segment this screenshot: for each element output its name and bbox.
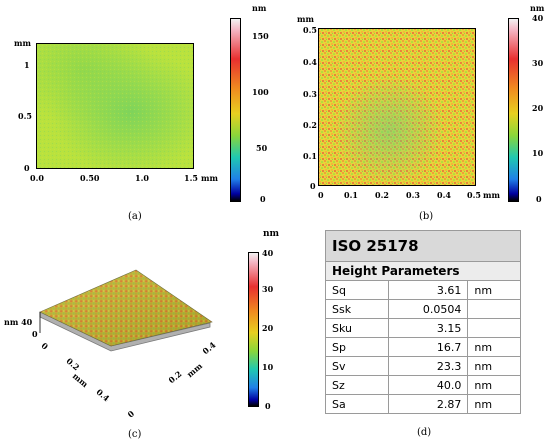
param-name: Sq	[325, 280, 389, 300]
panel-c-colorbar-tick: 10	[262, 362, 274, 372]
panel-d: ISO 25178 Height Parameters Sq 3.61 nm S…	[325, 230, 530, 438]
panel-a-x-tick: 0.50	[80, 173, 100, 183]
param-value: 3.15	[387, 318, 469, 338]
table-row: Sku 3.15	[325, 318, 521, 338]
param-name: Sv	[325, 356, 389, 376]
panel-c-colorbar	[248, 252, 259, 407]
panel-c-caption: (c)	[128, 429, 142, 440]
panel-a-colorbar	[230, 18, 241, 202]
param-unit: nm	[467, 280, 521, 300]
param-value: 3.61	[387, 280, 469, 300]
table-row: Sv 23.3 nm	[325, 356, 521, 376]
panel-c-z-label: nm 40	[4, 317, 33, 327]
param-unit: nm	[467, 394, 521, 414]
panel-b-colorbar-unit: nm	[530, 3, 545, 13]
param-name: Sp	[325, 337, 389, 357]
param-value: 2.87	[387, 394, 469, 414]
panel-b-y-tick: 0.2	[303, 120, 317, 130]
panel-a-colorbar-unit: nm	[252, 3, 267, 13]
panel-b-y-tick: 0.3	[303, 89, 317, 99]
panel-a-map	[36, 43, 194, 169]
panel-a-colorbar-tick: 50	[256, 143, 268, 153]
param-unit: nm	[467, 375, 521, 395]
panel-b-x-tick: 0.1	[344, 190, 358, 200]
panel-c-surface	[39, 269, 213, 352]
panel-b-colorbar-tick: 20	[532, 103, 544, 113]
panel-a-caption: (a)	[128, 211, 142, 222]
panel-b-y-tick: 0.5	[303, 25, 317, 35]
iso-parameters-table: ISO 25178 Height Parameters Sq 3.61 nm S…	[325, 230, 521, 414]
panel-b-map	[318, 28, 476, 186]
table-row: Sa 2.87 nm	[325, 394, 521, 414]
panel-b-x-tick: 0	[318, 190, 324, 200]
panel-a-y-tick: 1	[24, 60, 30, 70]
param-name: Sa	[325, 394, 389, 414]
panel-b-colorbar-tick: 30	[532, 58, 544, 68]
panel-a-colorbar-tick: 100	[252, 87, 269, 97]
panel-c-colorbar-tick: 40	[262, 248, 274, 258]
panel-c-colorbar-tick: 20	[262, 323, 274, 333]
panel-a-y-tick: 0.5	[18, 111, 32, 121]
panel-b-x-tick: 0.5	[467, 190, 481, 200]
panel-a-x-tick: 1.5	[184, 173, 198, 183]
panel-a-x-tick: 0.0	[30, 173, 44, 183]
param-value: 40.0	[387, 375, 469, 395]
panel-b: mm 0.5 0.4 0.3 0.2 0.1 0 0 0.1 0.2 0.3 0…	[275, 0, 550, 225]
param-name: Ssk	[325, 299, 389, 319]
param-name: Sz	[325, 375, 389, 395]
param-name: Sku	[325, 318, 389, 338]
panel-c-z-zero: 0	[32, 329, 38, 339]
param-unit: nm	[467, 356, 521, 376]
panel-b-colorbar-tick: 0	[536, 194, 542, 204]
panel-c: nm 40 0 0 0.2 mm 0.4 0 0.2 mm 0.4 nm 40 …	[0, 225, 300, 444]
panel-b-x-tick: 0.3	[406, 190, 420, 200]
panel-b-y-tick: 0.1	[303, 151, 317, 161]
panel-a-colorbar-tick: 150	[252, 31, 269, 41]
panel-c-colorbar-tick: 30	[262, 284, 274, 294]
param-unit	[467, 318, 521, 338]
table-subtitle: Height Parameters	[325, 261, 521, 281]
panel-b-x-unit: mm	[483, 190, 500, 200]
panel-d-caption: (d)	[417, 427, 432, 438]
panel-a-x-unit: mm	[201, 173, 218, 183]
table-row: Sp 16.7 nm	[325, 337, 521, 357]
table-row: Sq 3.61 nm	[325, 280, 521, 300]
table-row: Sz 40.0 nm	[325, 375, 521, 395]
param-unit	[467, 299, 521, 319]
param-value: 16.7	[387, 337, 469, 357]
panel-a-colorbar-tick: 0	[260, 194, 266, 204]
panel-a: mm 1 0.5 0 0.0 0.50 1.0 1.5 mm	[0, 0, 275, 225]
panel-b-y-tick: 0.4	[303, 57, 317, 67]
panel-b-x-tick: 0.4	[437, 190, 451, 200]
panel-b-y-tick: 0	[310, 181, 316, 191]
table-title: ISO 25178	[325, 230, 521, 262]
panel-b-colorbar	[508, 18, 519, 202]
panel-b-y-unit: mm	[297, 14, 314, 24]
panel-b-caption: (b)	[419, 211, 434, 222]
panel-c-colorbar-tick: 0	[265, 401, 271, 411]
param-value: 23.3	[387, 356, 469, 376]
panel-b-colorbar-tick: 40	[532, 13, 544, 23]
panel-c-colorbar-unit: nm	[263, 229, 280, 239]
param-unit: nm	[467, 337, 521, 357]
panel-a-y-tick: 0	[24, 163, 30, 173]
table-row: Ssk 0.0504	[325, 299, 521, 319]
panel-a-y-unit: mm	[14, 38, 31, 48]
panel-b-colorbar-tick: 10	[532, 148, 544, 158]
param-value: 0.0504	[387, 299, 469, 319]
panel-a-x-tick: 1.0	[135, 173, 149, 183]
panel-b-x-tick: 0.2	[375, 190, 389, 200]
